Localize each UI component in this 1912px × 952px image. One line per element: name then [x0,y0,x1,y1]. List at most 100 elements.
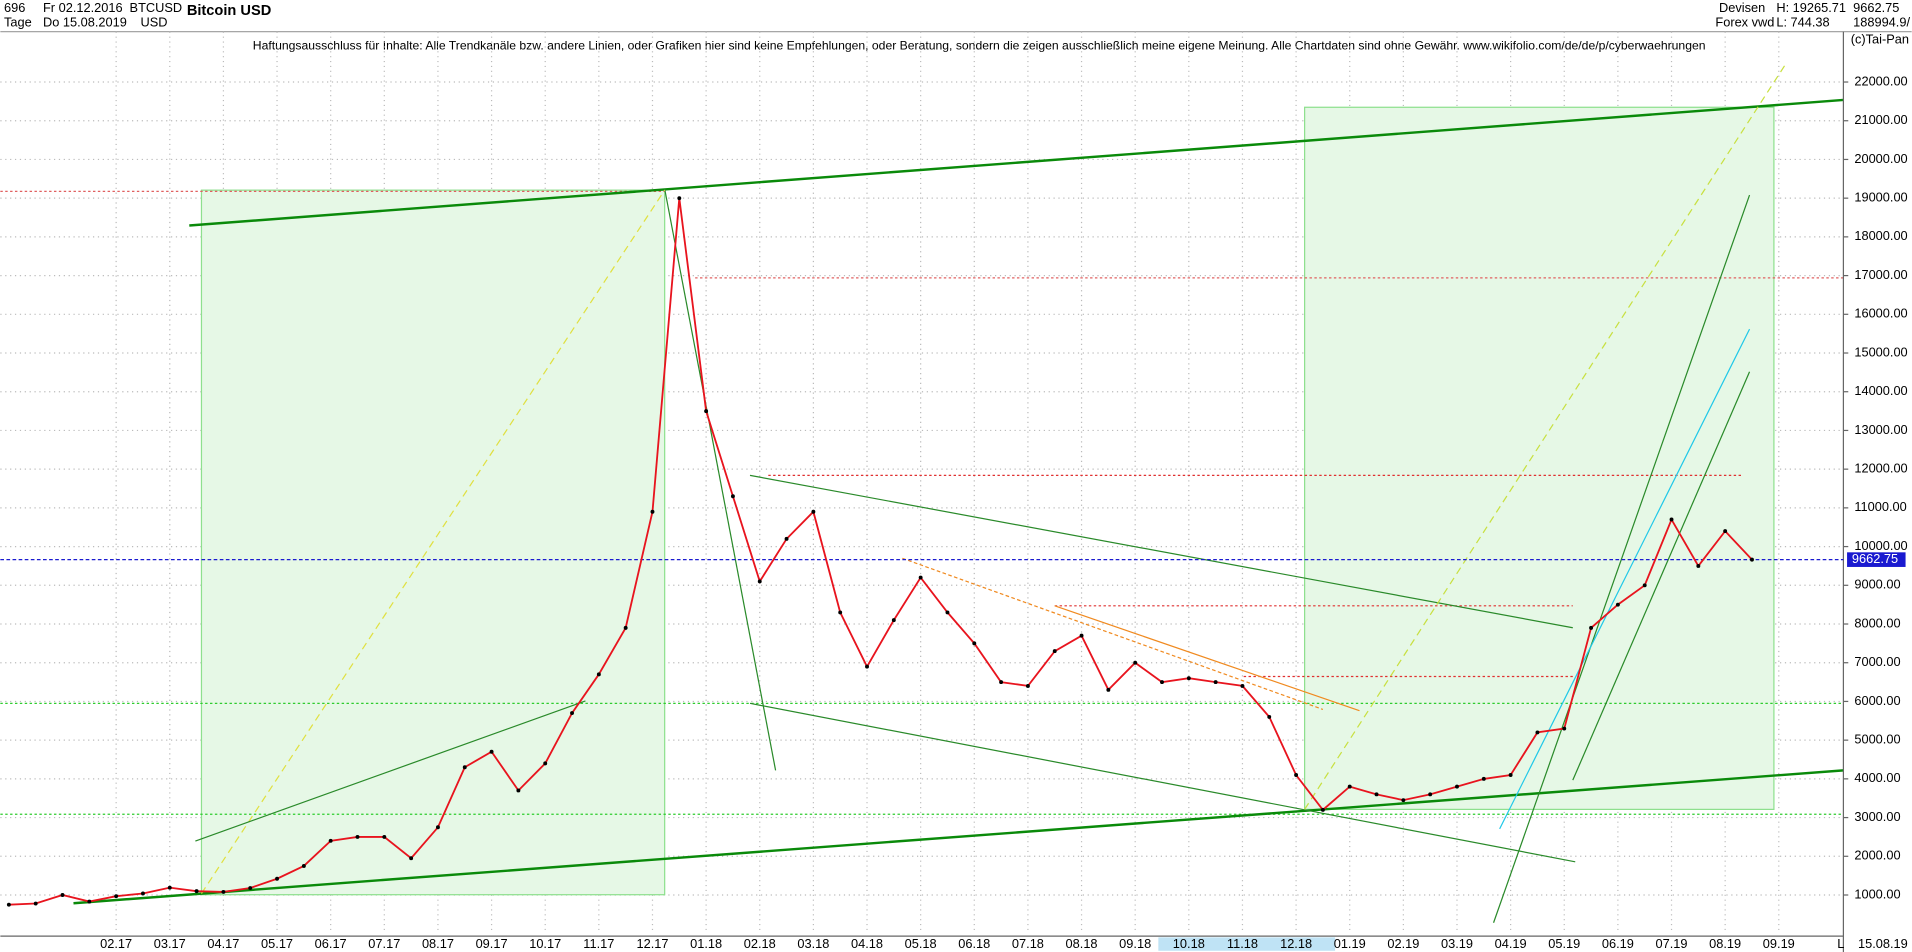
trend-line [1499,328,1751,830]
trend-drawings [0,63,1844,923]
x-tick-label: 09.17 [476,936,508,951]
trend-line [749,702,1576,863]
trend-line [1054,605,1360,712]
price-point [838,610,843,615]
date-to: Do 15.08.2019 [43,15,127,30]
x-tick-label: 09.19 [1763,936,1795,951]
price-point [409,856,414,861]
count[interactable]: 696 [4,0,25,15]
high: H: 19265.71 [1776,0,1846,15]
axis-highlight [1158,937,1336,951]
price-point [999,680,1004,685]
y-tick-label: 3000.00 [1854,809,1900,824]
trend-line [195,700,586,842]
price-point [1642,583,1647,588]
y-tick-label: 10000.00 [1854,538,1907,553]
end-date: 15.08.19 [1858,936,1908,951]
x-tick-label: 02.19 [1387,936,1419,951]
price-point [972,641,977,646]
market: Devisen [1719,0,1765,15]
x-tick-label: 03.18 [797,936,829,951]
trend-line [1572,371,1751,781]
price-point [1106,687,1111,692]
price-point [891,618,896,623]
price-point [1052,649,1057,654]
y-tick-label: 5000.00 [1854,732,1900,747]
copyright: (c)Tai-Pan [1851,32,1909,47]
price-point [1186,676,1191,681]
trend-line [664,188,777,771]
trend-line [902,557,1324,711]
x-tick-label: 08.18 [1066,936,1098,951]
price-point [650,509,655,514]
x-tick-label: 09.18 [1119,936,1151,951]
x-tick-label: 03.17 [154,936,186,951]
y-tick-label: 6000.00 [1854,693,1900,708]
x-tick-label: 10.17 [529,936,561,951]
y-tick-label: 12000.00 [1854,461,1907,476]
price-point [1562,726,1567,731]
price-point [1213,680,1218,685]
price-point [435,825,440,830]
x-tick-label: 07.19 [1656,936,1688,951]
x-tick-label: 05.19 [1548,936,1580,951]
price-point [1723,529,1728,534]
price-point [516,788,521,793]
price-point [865,664,869,669]
price-point [1481,776,1486,781]
channel-line [73,769,1844,905]
price-point [704,409,709,414]
x-tick-label: 02.17 [100,936,132,951]
price-point [570,711,574,715]
x-tick-label: 10.18 [1173,936,1205,951]
y-tick-label: 17000.00 [1854,267,1907,282]
low: L: 744.38 [1776,15,1829,30]
symbol: BTCUSD [130,0,183,15]
price-point [1535,730,1540,735]
price-point [489,749,494,754]
price-point [1320,807,1325,812]
x-tick-label: 12.18 [1280,936,1312,951]
price-point [757,579,762,584]
y-tick-label: 15000.00 [1854,344,1907,359]
period[interactable]: Tage [4,15,32,30]
price-point [1428,792,1433,797]
price-point [221,889,226,894]
price-point [275,876,279,881]
date-from: Fr 02.12.2016 [43,0,123,15]
price-point [1401,798,1406,803]
chart-title: Bitcoin USD [187,3,271,19]
price-point [1079,633,1084,638]
y-tick-label: 11000.00 [1854,499,1906,514]
x-tick-label: 06.17 [315,936,347,951]
price-point [1669,517,1674,522]
price-point [248,886,253,890]
y-tick-label: 19000.00 [1854,190,1907,205]
x-tick-label: 05.17 [261,936,293,951]
price-point [1589,625,1594,630]
price-point [677,196,682,201]
x-tick-label: 04.17 [207,936,239,951]
scale-mode[interactable]: L [1837,936,1844,951]
x-tick-label: 08.17 [422,936,454,951]
price-point [918,575,923,580]
x-tick-label: 04.18 [851,936,883,951]
price-point [596,672,601,677]
y-tick-label: 2000.00 [1854,848,1900,863]
price-point [1267,714,1272,719]
y-tick-label: 16000.00 [1854,306,1907,321]
price-point [784,536,789,541]
y-tick-label: 14000.00 [1854,383,1907,398]
price-point [462,765,467,770]
y-tick-label: 13000.00 [1854,422,1907,437]
price-point [945,610,950,615]
price-point [301,864,306,868]
trend-line [200,189,666,894]
x-tick-label: 11.17 [583,936,614,951]
x-tick-label: 01.19 [1334,936,1366,951]
price-point [1294,773,1299,777]
price-point [1750,557,1754,562]
trend-line [1492,194,1751,923]
y-tick-label: 1000.00 [1854,886,1900,901]
y-tick-label: 20000.00 [1854,151,1907,166]
